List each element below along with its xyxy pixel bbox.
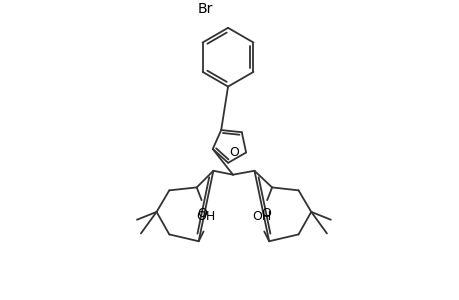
Text: O: O — [229, 146, 239, 159]
Text: O: O — [261, 207, 270, 220]
Text: Br: Br — [197, 2, 213, 16]
Text: O: O — [197, 207, 207, 220]
Text: OH: OH — [252, 210, 271, 223]
Text: OH: OH — [196, 210, 215, 223]
